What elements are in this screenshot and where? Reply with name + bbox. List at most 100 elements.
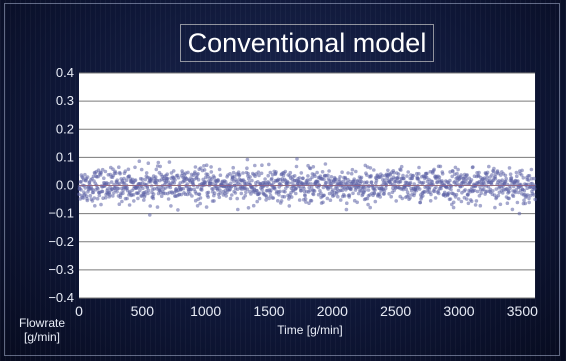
data-point: [108, 193, 112, 197]
data-point: [386, 168, 390, 173]
data-point: [369, 180, 374, 184]
data-point: [132, 199, 136, 203]
data-point: [186, 170, 190, 175]
data-point: [288, 170, 293, 175]
data-point: [482, 187, 486, 192]
data-point: [306, 174, 310, 178]
data-point: [195, 185, 200, 189]
data-point: [77, 192, 81, 197]
data-point: [173, 178, 177, 182]
x-tick-labels: 0 500 1000 1500 2000 2500 3000 3500: [75, 303, 538, 319]
data-point: [109, 180, 114, 184]
data-point: [383, 186, 388, 191]
data-point: [264, 195, 269, 199]
data-point: [529, 167, 534, 172]
data-point: [153, 175, 158, 179]
data-point: [455, 181, 459, 185]
data-point: [181, 186, 186, 191]
data-point: [477, 170, 481, 175]
data-point: [479, 191, 484, 196]
data-point: [206, 195, 210, 199]
data-point: [115, 190, 119, 194]
data-point: [522, 198, 526, 203]
data-point: [176, 175, 181, 180]
data-point: [338, 198, 343, 202]
y-tick-label: −0.2: [48, 234, 74, 249]
data-point: [193, 170, 197, 174]
data-point: [268, 170, 273, 175]
data-point: [331, 188, 335, 192]
data-point: [369, 173, 373, 178]
data-point: [196, 177, 201, 182]
data-point: [412, 182, 417, 186]
data-point: [326, 173, 330, 178]
data-point: [465, 197, 469, 201]
data-point: [310, 175, 314, 180]
data-point: [127, 203, 132, 207]
data-point: [473, 203, 478, 207]
data-point: [454, 192, 459, 197]
data-point: [212, 199, 216, 203]
data-point: [229, 181, 233, 186]
data-point: [196, 172, 200, 176]
data-point: [299, 188, 304, 193]
data-point: [230, 193, 234, 197]
data-point: [516, 190, 521, 195]
data-point: [250, 178, 254, 183]
data-point: [328, 198, 333, 202]
data-point: [297, 176, 302, 180]
data-point: [372, 191, 377, 196]
data-point: [105, 187, 110, 191]
data-point: [154, 167, 159, 172]
data-point: [387, 192, 391, 196]
data-point: [340, 188, 345, 193]
data-point: [309, 199, 314, 203]
y-axis-label: Flowrate [g/min]: [10, 316, 74, 344]
data-point: [114, 171, 118, 175]
data-point: [321, 200, 325, 205]
data-point: [235, 196, 239, 201]
data-point: [322, 177, 326, 182]
data-point: [355, 200, 360, 205]
data-point: [363, 188, 367, 193]
data-point: [201, 177, 205, 182]
data-point: [442, 190, 447, 195]
data-point: [224, 194, 228, 198]
data-point: [475, 189, 480, 194]
data-point: [401, 173, 405, 178]
data-point: [88, 193, 93, 198]
data-point: [465, 173, 469, 177]
data-point: [190, 194, 194, 198]
data-point: [133, 165, 137, 170]
data-point: [505, 201, 510, 205]
data-point: [264, 198, 268, 202]
data-point: [163, 191, 167, 196]
data-point: [522, 188, 527, 193]
data-point: [432, 189, 437, 194]
data-point: [406, 170, 411, 174]
data-point: [246, 206, 251, 210]
data-point: [469, 199, 474, 204]
data-point: [455, 171, 459, 176]
data-point: [306, 181, 311, 185]
y-tick-label: −0.4: [48, 290, 74, 305]
data-point: [169, 204, 173, 208]
data-point: [394, 199, 399, 203]
data-point: [446, 191, 451, 195]
data-point: [405, 190, 410, 194]
data-point: [485, 170, 490, 175]
data-point: [349, 187, 353, 192]
data-point: [448, 197, 453, 201]
data-point: [316, 180, 320, 184]
data-point: [307, 201, 311, 205]
data-point: [500, 191, 505, 195]
data-point: [166, 180, 171, 184]
data-point: [263, 177, 267, 181]
data-point: [231, 170, 236, 175]
data-point: [303, 193, 307, 198]
y-tick-label: 0.3: [56, 93, 74, 108]
data-point: [139, 167, 144, 172]
data-point: [267, 162, 271, 167]
data-point: [137, 159, 142, 163]
data-point: [241, 171, 245, 175]
